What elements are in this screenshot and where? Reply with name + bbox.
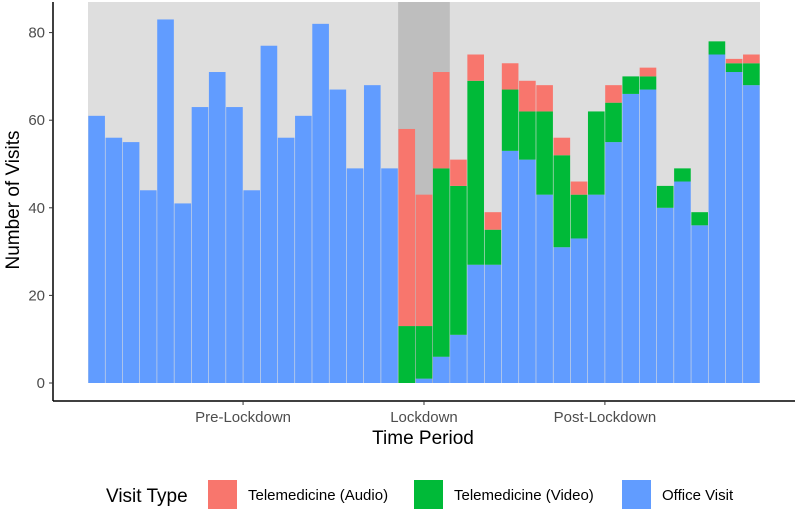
bar-office-38 <box>725 72 743 384</box>
bar-office-28 <box>553 247 571 383</box>
bar-video-39 <box>743 63 760 86</box>
bar-office-27 <box>536 194 553 383</box>
bar-video-25 <box>501 89 519 151</box>
bar-audio-39 <box>743 54 760 64</box>
legend-label-video: Telemedicine (Video) <box>454 487 594 504</box>
bar-office-26 <box>519 159 536 383</box>
legend-key-video <box>414 480 443 509</box>
bar-office-12 <box>277 137 295 383</box>
bar-audio-38 <box>725 58 743 64</box>
bar-video-37 <box>708 41 726 55</box>
bar-video-27 <box>536 111 553 195</box>
bar-video-20 <box>415 326 433 379</box>
bar-office-10 <box>243 190 260 383</box>
bar-video-38 <box>725 63 743 73</box>
bar-office-33 <box>639 89 657 383</box>
bar-video-21 <box>432 168 450 357</box>
bar-office-21 <box>432 356 450 383</box>
bar-office-25 <box>501 150 519 383</box>
bar-office-16 <box>346 168 364 383</box>
bar-video-28 <box>553 155 571 248</box>
bar-office-17 <box>363 85 381 383</box>
bar-office-34 <box>656 207 674 383</box>
legend: Visit Type Telemedicine (Audio) Telemedici… <box>106 480 734 509</box>
bar-office-7 <box>191 107 209 383</box>
legend-label-office: Office Visit <box>662 487 734 504</box>
bar-office-29 <box>570 238 588 383</box>
bar-video-23 <box>467 80 484 265</box>
x-axis-title: Time Period <box>372 428 474 449</box>
bar-office-30 <box>587 194 605 383</box>
y-tick-label-0: 0 <box>37 375 45 392</box>
bar-office-14 <box>312 23 329 384</box>
bar-office-37 <box>708 54 726 383</box>
bar-video-36 <box>691 212 708 226</box>
bar-video-33 <box>639 76 657 90</box>
bar-office-32 <box>622 93 640 384</box>
bar-office-39 <box>743 85 760 383</box>
bar-video-19 <box>398 326 416 383</box>
legend-key-audio <box>208 480 237 509</box>
bar-office-1 <box>88 115 105 383</box>
bar-audio-25 <box>501 63 519 90</box>
bar-office-23 <box>467 264 484 383</box>
bar-office-2 <box>105 137 123 383</box>
bar-office-5 <box>157 19 174 384</box>
bar-audio-29 <box>570 181 588 195</box>
bar-video-22 <box>450 185 467 335</box>
bar-office-18 <box>381 168 398 383</box>
bar-office-3 <box>122 142 140 383</box>
legend-key-office <box>622 480 651 509</box>
bar-audio-23 <box>467 54 484 81</box>
bar-office-4 <box>139 190 157 383</box>
y-tick-label-40: 40 <box>28 200 45 217</box>
bar-audio-33 <box>639 67 657 77</box>
bar-office-6 <box>174 203 192 383</box>
bar-office-20 <box>415 378 433 383</box>
bar-office-9 <box>226 107 243 383</box>
bar-audio-19 <box>398 128 416 327</box>
bar-audio-21 <box>432 72 450 169</box>
x-tick-label-pre-lockdown: Pre-Lockdown <box>195 409 291 426</box>
bar-audio-22 <box>450 159 467 186</box>
bar-office-11 <box>260 45 278 384</box>
x-tick-label-post-lockdown: Post-Lockdown <box>554 409 657 426</box>
bar-office-24 <box>484 264 502 383</box>
bar-audio-24 <box>484 212 502 230</box>
bar-audio-27 <box>536 85 553 112</box>
bar-office-36 <box>691 225 708 383</box>
bar-video-30 <box>587 111 605 195</box>
bar-office-13 <box>295 115 312 383</box>
bar-video-31 <box>605 102 622 143</box>
bar-video-32 <box>622 76 640 94</box>
y-tick-label-80: 80 <box>28 25 45 42</box>
bar-audio-31 <box>605 85 622 103</box>
bar-video-35 <box>674 168 691 182</box>
bar-video-29 <box>570 194 588 239</box>
bar-video-26 <box>519 111 536 160</box>
bar-office-31 <box>605 142 622 383</box>
y-axis-title: Number of Visits <box>3 130 24 269</box>
bar-office-15 <box>329 89 347 383</box>
bar-audio-28 <box>553 137 571 156</box>
bar-audio-20 <box>415 194 433 327</box>
bar-video-24 <box>484 229 502 265</box>
bar-office-8 <box>208 72 226 384</box>
bar-audio-26 <box>519 80 536 112</box>
y-tick-label-20: 20 <box>28 287 45 304</box>
legend-title: Visit Type <box>106 486 188 507</box>
bar-video-34 <box>656 185 674 208</box>
y-tick-label-60: 60 <box>28 112 45 129</box>
bar-office-35 <box>674 181 691 383</box>
legend-label-audio: Telemedicine (Audio) <box>248 487 388 504</box>
bar-office-22 <box>450 334 467 383</box>
x-tick-label-lockdown: Lockdown <box>390 409 458 426</box>
